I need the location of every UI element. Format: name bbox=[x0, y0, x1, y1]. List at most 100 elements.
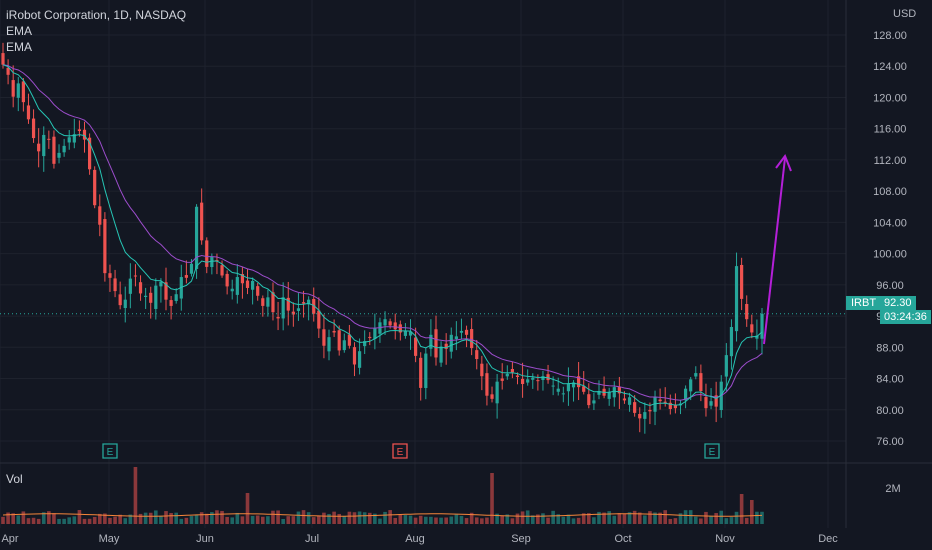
volume-bar bbox=[760, 511, 764, 524]
candle-body bbox=[256, 286, 260, 296]
candle-body bbox=[327, 337, 331, 352]
candle-body bbox=[617, 386, 621, 394]
volume-bar bbox=[693, 516, 698, 524]
volume-bar bbox=[592, 517, 596, 524]
volume-label[interactable]: Vol bbox=[6, 472, 23, 486]
candle-body bbox=[403, 330, 408, 336]
candle-body bbox=[663, 401, 667, 403]
volume-bar bbox=[26, 518, 31, 524]
candle-body bbox=[26, 105, 31, 120]
candle-body bbox=[673, 405, 678, 409]
candle-body bbox=[169, 300, 173, 306]
candle-body bbox=[291, 311, 295, 315]
volume-bar bbox=[41, 512, 46, 524]
candle-body bbox=[322, 329, 326, 346]
volume-bar bbox=[444, 517, 448, 524]
volume-bar bbox=[235, 512, 240, 524]
volume-bar bbox=[108, 517, 112, 524]
volume-bar bbox=[602, 512, 606, 524]
candle-body bbox=[393, 322, 397, 330]
volume-bar bbox=[92, 516, 97, 524]
candle-body bbox=[648, 409, 652, 412]
candle-body bbox=[505, 373, 509, 377]
volume-bar bbox=[464, 518, 469, 524]
candle-body bbox=[47, 138, 51, 140]
x-tick-label: Jun bbox=[196, 533, 214, 545]
candle-body bbox=[729, 327, 734, 357]
ema-slow-legend[interactable]: EMA bbox=[6, 40, 33, 54]
candle-body bbox=[638, 413, 642, 419]
earnings-marker[interactable]: E bbox=[392, 443, 408, 459]
candle-body bbox=[352, 347, 357, 365]
candle-body bbox=[470, 329, 474, 349]
volume-bar bbox=[388, 510, 392, 524]
candle-body bbox=[42, 134, 46, 157]
volume-bar bbox=[566, 514, 571, 524]
volume-bar bbox=[612, 515, 617, 524]
volume-bar bbox=[97, 513, 102, 524]
candle-body bbox=[235, 277, 239, 295]
volume-bar bbox=[342, 516, 347, 524]
candle-body bbox=[740, 264, 744, 299]
volume-bar bbox=[36, 518, 41, 524]
volume-bar bbox=[362, 512, 367, 524]
candle-body bbox=[704, 397, 708, 409]
volume-bar bbox=[347, 511, 352, 524]
volume-bar bbox=[143, 512, 148, 524]
projection-arrow bbox=[763, 157, 786, 345]
ema-fast-line bbox=[2, 64, 763, 407]
candle-body bbox=[194, 206, 199, 269]
candle-body bbox=[205, 240, 209, 267]
earnings-marker[interactable]: E bbox=[704, 443, 720, 459]
volume-bar bbox=[291, 516, 296, 524]
candle-body bbox=[363, 341, 367, 347]
candle-body bbox=[347, 334, 351, 346]
candle-body bbox=[658, 399, 662, 402]
volume-bar bbox=[597, 511, 601, 524]
candle-body bbox=[144, 295, 148, 297]
volume-bar bbox=[138, 513, 143, 524]
candle-body bbox=[750, 324, 754, 333]
earnings-marker[interactable]: E bbox=[102, 443, 118, 459]
volume-bar bbox=[648, 511, 652, 524]
symbol-title[interactable]: iRobot Corporation, 1D, NASDAQ bbox=[6, 8, 187, 22]
candle-body bbox=[561, 393, 565, 395]
x-tick-label: May bbox=[99, 533, 120, 545]
volume-bar bbox=[72, 516, 77, 524]
candle-body bbox=[31, 118, 36, 139]
ticker-tag: IRBT bbox=[846, 296, 882, 310]
volume-bar bbox=[133, 467, 138, 524]
volume-bar bbox=[281, 518, 285, 524]
candle-body bbox=[67, 137, 71, 143]
volume-bar bbox=[449, 516, 454, 524]
volume-bar bbox=[658, 512, 662, 524]
volume-bar bbox=[148, 512, 153, 524]
candle-body bbox=[760, 313, 764, 339]
candle-body bbox=[16, 83, 20, 98]
volume-bar bbox=[230, 517, 235, 524]
candle-body bbox=[123, 299, 127, 309]
volume-bar bbox=[189, 516, 194, 524]
candle-body bbox=[556, 388, 560, 392]
volume-bar bbox=[581, 513, 586, 524]
candle-body bbox=[108, 273, 112, 278]
y-tick-label: 96.00 bbox=[876, 280, 904, 292]
candle-body bbox=[261, 298, 265, 306]
candle-body bbox=[251, 280, 255, 290]
candle-body bbox=[113, 278, 117, 292]
candle-body bbox=[98, 206, 102, 225]
candle-body bbox=[87, 137, 92, 170]
volume-bar bbox=[240, 516, 245, 524]
candle-body bbox=[592, 400, 596, 404]
volume-bar bbox=[123, 518, 128, 524]
ema-fast-legend[interactable]: EMA bbox=[6, 24, 33, 38]
candle-body bbox=[577, 376, 581, 388]
candle-body bbox=[724, 355, 728, 377]
volume-bar bbox=[485, 517, 489, 524]
volume-bar bbox=[744, 517, 749, 524]
candle-body bbox=[622, 398, 627, 401]
volume-bar bbox=[617, 513, 622, 524]
volume-bar bbox=[510, 518, 515, 524]
volume-bar bbox=[154, 510, 158, 524]
